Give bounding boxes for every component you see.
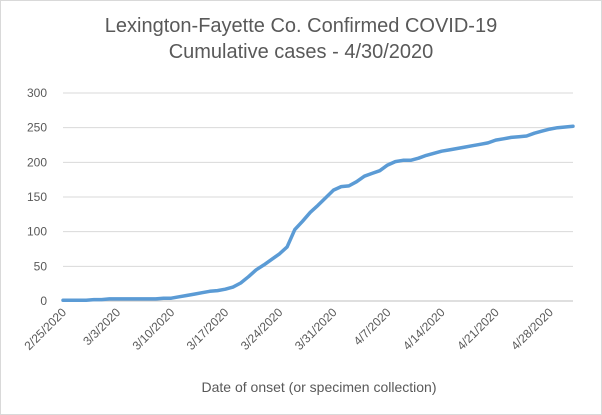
y-tick-label: 150 [27, 190, 47, 204]
y-tick-label: 300 [27, 86, 47, 100]
x-tick-label: 4/21/2020 [454, 305, 502, 353]
chart-title-line-2: Cumulative cases - 4/30/2020 [168, 41, 434, 63]
y-tick-label: 0 [40, 294, 47, 308]
y-tick-label: 50 [34, 259, 48, 273]
x-tick-label: 3/3/2020 [80, 305, 123, 348]
x-tick-label: 3/24/2020 [238, 305, 286, 353]
x-tick-label: 4/7/2020 [351, 305, 394, 348]
x-tick-label: 2/25/2020 [21, 305, 69, 353]
x-tick-label: 4/28/2020 [508, 305, 556, 353]
y-axis-ticks: 0 50 100 150 200 250 300 [27, 86, 47, 308]
x-axis-label: Date of onset (or specimen collection) [202, 379, 437, 395]
y-tick-label: 250 [27, 121, 47, 135]
series-group [61, 124, 575, 303]
series-line-cumulative-cases [61, 124, 575, 303]
x-tick-label: 3/31/2020 [292, 305, 340, 353]
x-tick-label: 3/10/2020 [130, 305, 178, 353]
gridlines [63, 92, 573, 302]
chart-title: Lexington-Fayette Co. Confirmed COVID-19… [1, 13, 601, 65]
y-tick-label: 200 [27, 155, 47, 169]
chart-title-line-1: Lexington-Fayette Co. Confirmed COVID-19 [104, 15, 498, 37]
x-axis-ticks: 2/25/2020 3/3/2020 3/10/2020 3/17/2020 3/24/… [21, 305, 556, 353]
x-tick-label: 3/17/2020 [184, 305, 232, 353]
y-tick-label: 100 [27, 225, 47, 239]
x-tick-label: 4/14/2020 [400, 305, 448, 353]
